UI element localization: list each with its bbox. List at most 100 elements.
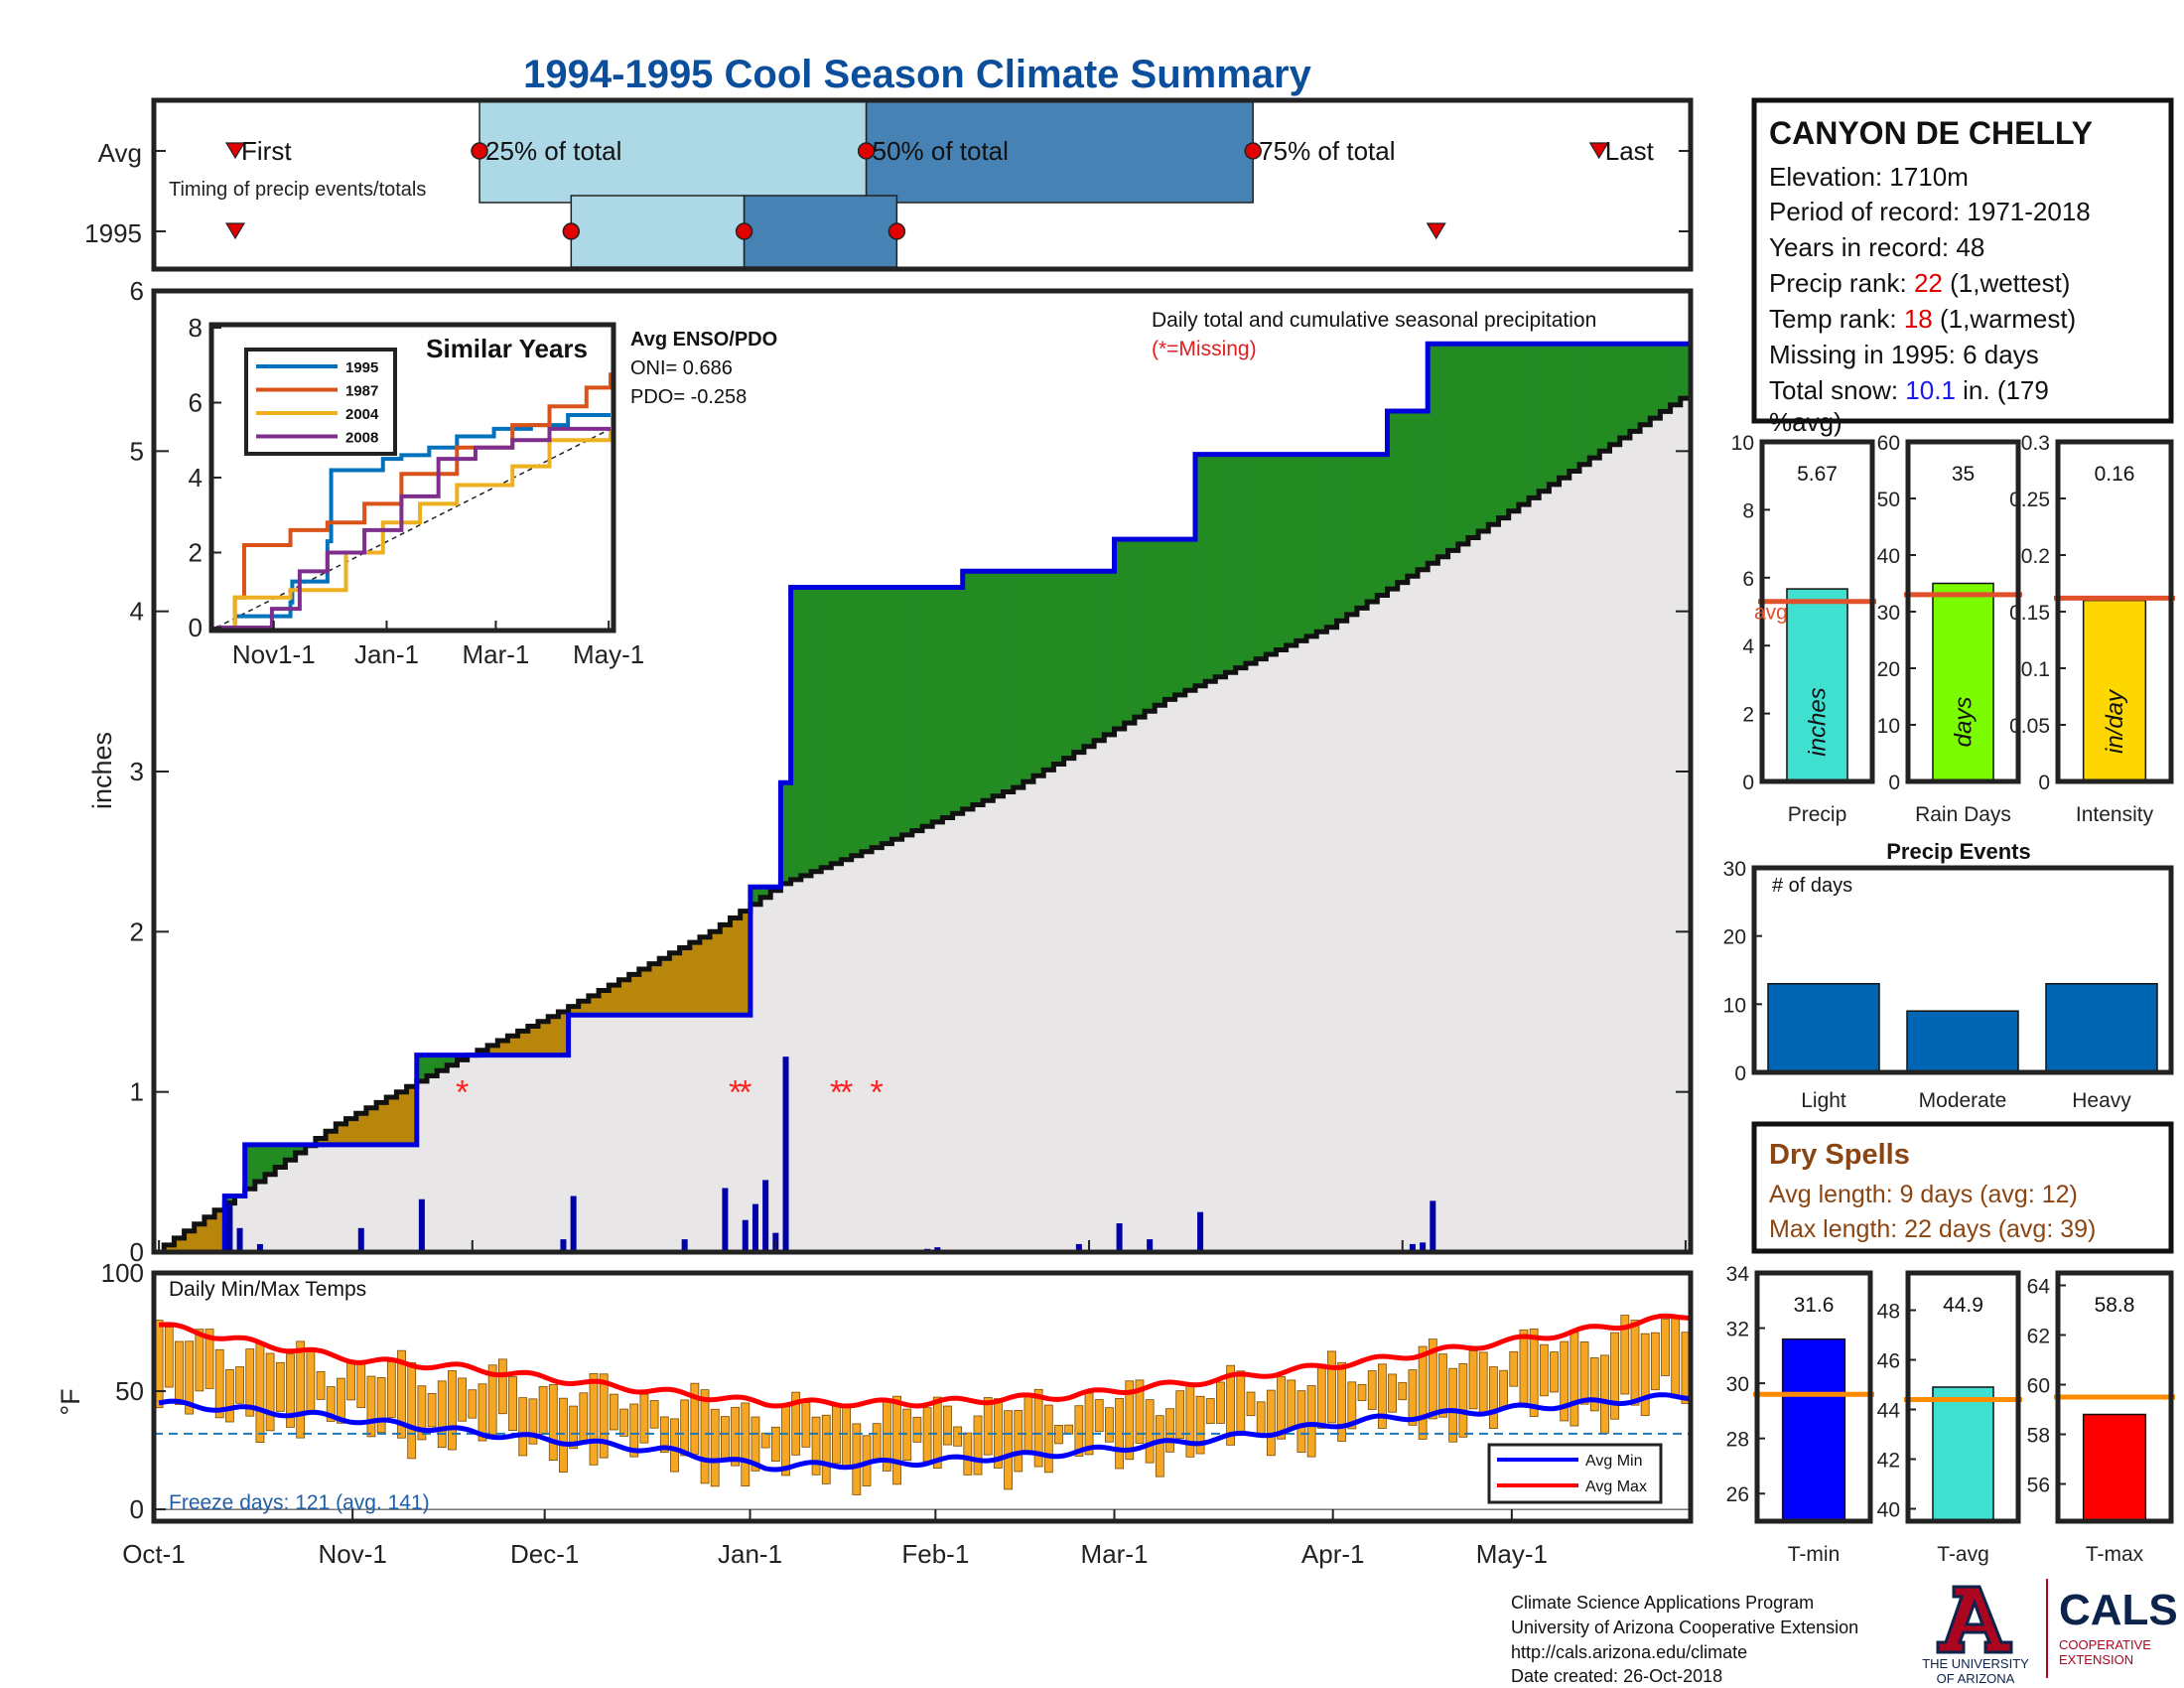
daily-temp-bar	[275, 1361, 285, 1412]
deficit-fill	[548, 1016, 559, 1055]
t-avg-chart: 40 42 44 46 48 44.9 T-avg	[1877, 1270, 2022, 1566]
deficit-fill	[720, 924, 731, 1016]
precip-events-chart: Precip Events Light Moderate Heavy0102030 …	[1723, 839, 2174, 1112]
surplus-fill	[810, 587, 822, 872]
daily-temp-bar	[599, 1373, 609, 1459]
deficit-fill	[568, 1006, 580, 1016]
daily-temp-bar	[407, 1361, 417, 1460]
month-tick-label: Oct-1	[122, 1539, 186, 1569]
surplus-fill	[1407, 411, 1419, 577]
t-max-y-tick-label: 64	[2027, 1276, 2051, 1299]
temperature-chart: 0 50 100 °F Daily Min/Max Temps Freeze day…	[56, 1258, 1694, 1524]
daily-temp-bar	[468, 1389, 478, 1419]
inset-legend-label-1987: 1987	[345, 383, 378, 400]
timing-1995-first-marker	[224, 222, 246, 240]
daily-temp-bar	[629, 1403, 639, 1458]
daily-temp-bar	[1246, 1391, 1256, 1417]
precip-y-tick-label: 3	[130, 757, 144, 786]
precip-y-tick-label: 0	[130, 1237, 144, 1267]
timing-frame	[151, 97, 1694, 272]
daily-temp-bar	[770, 1426, 780, 1462]
daily-temp-bar	[1630, 1320, 1640, 1406]
daily-temp-bar	[1428, 1338, 1437, 1420]
t-max-value-label: 58.8	[2095, 1294, 2135, 1317]
precip-events-bar-light	[1767, 982, 1880, 1073]
daily-temp-bar	[1367, 1370, 1377, 1410]
dry-spells-box: Dry Spells Avg length: 9 days (avg: 12) …	[1751, 1121, 2174, 1254]
surplus-fill	[224, 1196, 235, 1203]
daily-precip-bar	[560, 1239, 567, 1252]
surplus-fill	[1114, 539, 1126, 729]
daily-temp-bar	[1438, 1353, 1447, 1418]
daily-temp-bar	[1125, 1380, 1135, 1461]
timing-1995-p50-marker	[735, 222, 753, 240]
surplus-fill	[1670, 344, 1682, 405]
timing-marks: First 25% of total 50% of total 75% of tota…	[154, 98, 1691, 268]
station-elevation: Elevation: 1710m	[1769, 162, 1969, 192]
deficit-fill	[740, 911, 751, 1016]
deficit-fill	[578, 1001, 590, 1016]
precip-events-plot: Light Moderate Heavy 0 10 20 30	[1723, 858, 2158, 1112]
t-min-category-label: T-min	[1788, 1543, 1841, 1566]
daily-temp-bar	[639, 1393, 649, 1444]
daily-temp-bar	[518, 1397, 528, 1457]
daily-temp-bar	[1357, 1383, 1367, 1401]
inset-series-1995	[216, 412, 611, 630]
daily-temp-bar	[164, 1327, 174, 1388]
rain-days-y-tick-label: 40	[1877, 545, 1900, 568]
inset-y-tick-label: 6	[189, 388, 203, 418]
surplus-fill	[1437, 344, 1448, 557]
surplus-fill	[861, 587, 873, 852]
daily-temp-bar	[265, 1352, 275, 1432]
daily-temp-bar	[963, 1432, 973, 1476]
daily-temp-bar	[487, 1364, 497, 1435]
deficit-fill	[164, 1244, 175, 1252]
daily-temp-bar	[1650, 1332, 1660, 1391]
similar-years-plot: 0 2 4 6 8 Nov1-1 Jan-1 Mar-1 May-1	[189, 313, 645, 669]
daily-precip-bar	[742, 1219, 749, 1252]
daily-temp-bar	[1175, 1390, 1185, 1440]
dry-spells-avg: Avg length: 9 days (avg: 12)	[1769, 1181, 2078, 1208]
station-info-box: CANYON DE CHELLY Elevation: 1710m Period…	[1751, 97, 2174, 437]
t-avg-y-tick-label: 44	[1877, 1400, 1901, 1423]
rain-days-chart: 0 10 20 30 40 50 60 35 Rain Days days	[1877, 432, 2022, 826]
deficit-fill	[345, 1118, 357, 1145]
timing-label-p25: 25% of total	[485, 136, 621, 166]
deficit-fill	[406, 1086, 418, 1145]
deficit-fill	[669, 952, 680, 1016]
surplus-fill	[1194, 454, 1206, 686]
inset-y-tick-label: 2	[189, 538, 203, 568]
month-tick-label: Apr-1	[1301, 1539, 1365, 1569]
temperature-stat-bars: 26 28 30 32 34 31.6 T-min 40 42 44 46 48 44.9 T-avg 56…	[1726, 1263, 2175, 1566]
daily-temp-bar	[1529, 1328, 1539, 1417]
surplus-fill	[983, 571, 994, 801]
daily-temp-bar	[741, 1402, 751, 1486]
daily-precip-bar	[226, 1203, 233, 1252]
precip-events-category-moderate: Moderate	[1919, 1089, 2007, 1112]
daily-temp-bar	[205, 1329, 214, 1389]
inset-y-tick-label: 0	[189, 613, 203, 642]
surplus-fill	[1256, 454, 1267, 659]
precip-y-tick-label: 1	[130, 1077, 144, 1107]
t-avg-y-tick-label: 40	[1877, 1499, 1900, 1522]
daily-temp-bar	[710, 1408, 720, 1487]
daily-temp-bar	[1468, 1350, 1478, 1410]
daily-temp-bar	[1640, 1333, 1650, 1417]
deficit-fill	[336, 1123, 346, 1145]
intensity-value-label: 0.16	[2095, 463, 2135, 486]
daily-temp-bar	[700, 1389, 710, 1484]
dry-spells-frame	[1751, 1121, 2174, 1254]
precip-y-tick-label: 4	[130, 597, 144, 627]
surplus-fill	[1336, 454, 1348, 622]
daily-temp-bar	[1004, 1410, 1013, 1490]
surplus-fill	[1215, 454, 1226, 677]
enso-oni: ONI= 0.686	[630, 357, 733, 379]
daily-temp-bar	[1185, 1385, 1195, 1458]
deficit-fill	[618, 979, 630, 1016]
precip-total-unit-label: inches	[1805, 687, 1832, 756]
cals-sub-1: COOPERATIVE	[2059, 1637, 2151, 1652]
daily-temp-bar	[609, 1393, 618, 1431]
surplus-fill	[1174, 539, 1186, 695]
deficit-fill	[699, 936, 711, 1016]
timing-avg-first-marker	[224, 142, 246, 160]
